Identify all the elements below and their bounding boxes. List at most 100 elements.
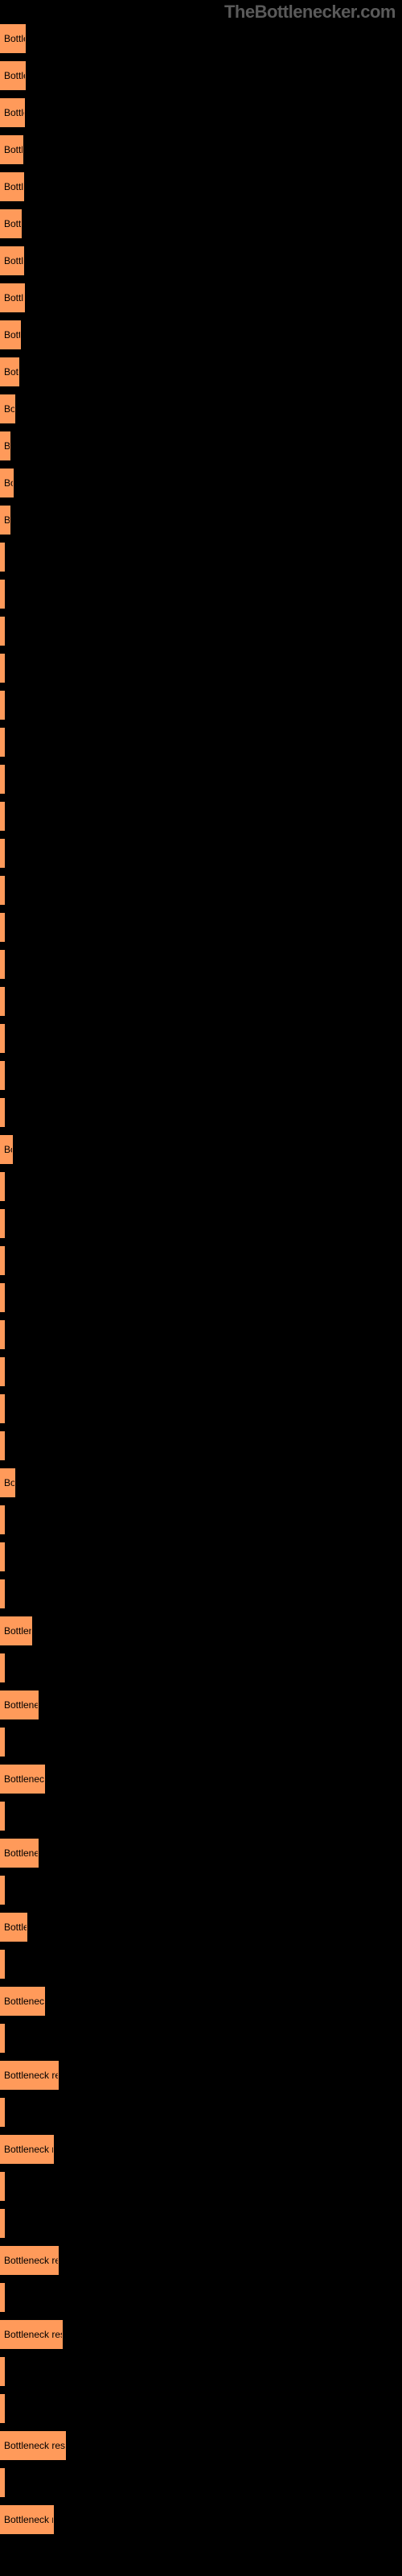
- bar: [0, 1209, 5, 1238]
- bar: Bottleneck: [0, 1765, 45, 1794]
- bar-label: Bottlene: [4, 1847, 39, 1859]
- bar: [0, 987, 5, 1016]
- bar-label: Bottleneck res: [4, 2440, 65, 2451]
- bar-row: [0, 580, 1, 609]
- bar-row: Bottle: [0, 98, 25, 127]
- bar: [0, 839, 5, 868]
- bar: [0, 617, 5, 646]
- bar-row: [0, 1653, 1, 1682]
- bar-label: Bottleneck re: [4, 2255, 59, 2266]
- bar: Bottleneck re: [0, 2061, 59, 2090]
- bar: B: [0, 506, 10, 535]
- bar: [0, 1283, 5, 1312]
- bar-label: Bo: [4, 1477, 15, 1488]
- bar: Bo: [0, 1468, 15, 1497]
- bar-label: B: [4, 514, 10, 526]
- bar: Bottleneck res: [0, 2320, 63, 2349]
- bar-label: Bott: [4, 329, 21, 341]
- bar: [0, 2283, 5, 2312]
- bar: [0, 2357, 5, 2386]
- bar-row: Bottlene: [0, 1690, 39, 1719]
- bar-row: [0, 1172, 1, 1201]
- bar-label: Bottleneck: [4, 1996, 45, 2007]
- bar-row: [0, 950, 1, 979]
- bar: Bottleneck re: [0, 2246, 59, 2275]
- bar: B: [0, 431, 10, 460]
- bar-row: Bo: [0, 1135, 13, 1164]
- bar: [0, 580, 5, 609]
- bar-row: [0, 691, 1, 720]
- bar-row: [0, 1209, 1, 1238]
- bar: [0, 2098, 5, 2127]
- bar-row: [0, 802, 1, 831]
- bar-label: Bottleneck: [4, 1773, 45, 1785]
- bar-row: [0, 987, 1, 1016]
- bar-row: Bottlene: [0, 1839, 39, 1868]
- bar: Bottle: [0, 1913, 27, 1942]
- bar: Bottl: [0, 246, 24, 275]
- bar: [0, 1542, 5, 1571]
- bar-row: [0, 1876, 1, 1905]
- bar: [0, 1357, 5, 1386]
- bar-label: Bottl: [4, 255, 23, 266]
- bar-row: [0, 2209, 1, 2238]
- bar-label: Bottlene: [4, 1699, 39, 1711]
- bar: [0, 1394, 5, 1423]
- bar: [0, 1246, 5, 1275]
- bar-row: Bottleneck re: [0, 2061, 59, 2090]
- bar: [0, 1876, 5, 1905]
- bar-row: Bottle: [0, 24, 26, 53]
- bar-row: [0, 1246, 1, 1275]
- bar-label: B: [4, 440, 10, 452]
- bar-label: Bottl: [4, 144, 23, 155]
- bar: [0, 765, 5, 794]
- bar-label: Bott: [4, 218, 21, 229]
- bar-row: Bottle: [0, 61, 26, 90]
- bar: [0, 1431, 5, 1460]
- bar-label: Bot: [4, 366, 18, 378]
- bar-row: Bottleneck: [0, 1765, 45, 1794]
- bar: [0, 543, 5, 572]
- bar: Bottl: [0, 283, 25, 312]
- bar-row: Bottl: [0, 283, 25, 312]
- bar-row: [0, 1505, 1, 1534]
- bar-row: [0, 1357, 1, 1386]
- bar-row: Bottleneck res: [0, 2431, 66, 2460]
- bar: [0, 1172, 5, 1201]
- bar-row: [0, 839, 1, 868]
- bar-row: [0, 1431, 1, 1460]
- bar: [0, 2468, 5, 2497]
- bar-row: Bott: [0, 209, 22, 238]
- bar: [0, 913, 5, 942]
- bar: Bott: [0, 320, 21, 349]
- bar-row: Bottleneck r: [0, 2505, 54, 2534]
- bar-row: Bo: [0, 1468, 15, 1497]
- bar: [0, 802, 5, 831]
- bar-row: [0, 1579, 1, 1608]
- bar: [0, 1579, 5, 1608]
- bar-row: Bottleneck res: [0, 2320, 63, 2349]
- bar-row: [0, 765, 1, 794]
- bar: Bo: [0, 394, 15, 423]
- bar-row: [0, 1802, 1, 1831]
- bar-row: [0, 1950, 1, 1979]
- bar-row: [0, 1728, 1, 1757]
- bar: [0, 2394, 5, 2423]
- bar: [0, 1061, 5, 1090]
- bar: [0, 1728, 5, 1757]
- bar-row: Bo: [0, 469, 14, 497]
- bar: Bottleneck: [0, 1987, 45, 2016]
- bar: [0, 728, 5, 757]
- bar-row: [0, 2172, 1, 2201]
- bar: Bottleneck res: [0, 2431, 66, 2460]
- bar-row: [0, 2468, 1, 2497]
- bar-row: Bottl: [0, 246, 24, 275]
- bar-row: Bottleneck re: [0, 2246, 59, 2275]
- bar-label: Bottle: [4, 1922, 27, 1933]
- bar-label: Bottl: [4, 181, 23, 192]
- bar-label: Bottleneck r: [4, 2144, 54, 2155]
- bar: [0, 2024, 5, 2053]
- bar: [0, 876, 5, 905]
- bar: Bottlene: [0, 1839, 39, 1868]
- bar-row: [0, 1061, 1, 1090]
